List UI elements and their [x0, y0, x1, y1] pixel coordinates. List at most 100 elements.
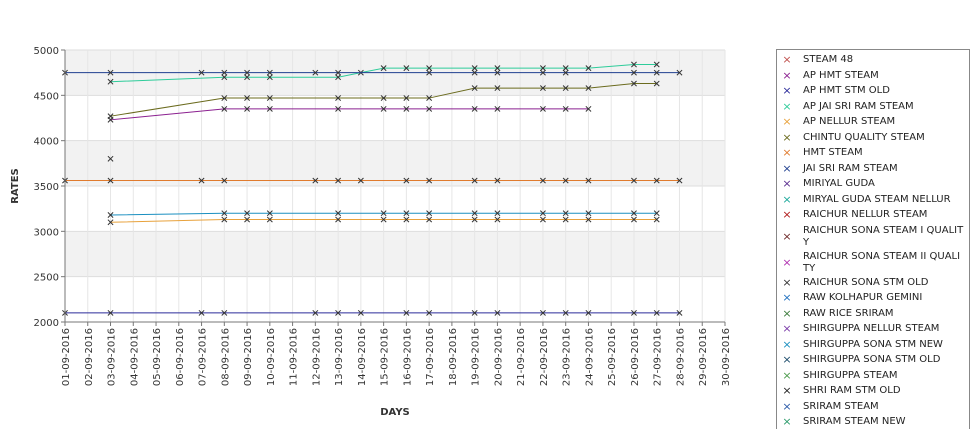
data-point	[585, 85, 592, 92]
data-point	[403, 309, 410, 316]
data-point	[244, 74, 251, 81]
x-tick-label: 27-09-2016	[653, 328, 664, 386]
plot-band	[65, 276, 725, 322]
legend-label: SHIRGUPPA NELLUR STEAM	[803, 323, 940, 334]
legend-marker: ×	[782, 130, 792, 144]
x-tick-label: 22-09-2016	[539, 328, 550, 386]
data-point	[335, 309, 342, 316]
legend-label: RAW KOLHAPUR GEMINI	[803, 292, 923, 303]
legend-marker: ×	[782, 177, 792, 190]
data-point	[244, 105, 251, 112]
legend-label: SRIRAM STEAM NEW	[803, 416, 906, 427]
series-line	[110, 64, 657, 83]
legend-marker: ×	[782, 255, 792, 269]
y-tick-label: 5000	[34, 46, 59, 57]
data-point	[107, 113, 114, 120]
data-point	[471, 177, 478, 184]
x-tick-label: 14-09-2016	[357, 328, 368, 386]
x-tick-label: 17-09-2016	[425, 328, 436, 386]
legend-marker: ×	[782, 353, 792, 366]
data-point	[676, 309, 683, 316]
x-tick-label: 18-09-2016	[448, 328, 459, 386]
legend-marker: ×	[782, 161, 792, 175]
x-tick-label: 30-09-2016	[721, 328, 732, 386]
data-point	[107, 309, 114, 316]
data-point	[221, 177, 228, 184]
data-point	[221, 309, 228, 316]
legend-label: RAW RICE SRIRAM	[803, 307, 894, 319]
y-tick-label: 4000	[34, 137, 59, 148]
data-point	[198, 309, 205, 316]
data-point	[471, 210, 478, 217]
data-point	[221, 216, 228, 223]
legend-marker: ×	[782, 291, 792, 304]
data-point	[653, 216, 660, 223]
x-tick-label: 25-09-2016	[607, 328, 618, 386]
data-point	[335, 210, 342, 217]
data-point	[539, 216, 546, 223]
data-point	[631, 80, 637, 87]
series-group	[62, 177, 683, 184]
x-tick-label: 04-09-2016	[129, 328, 140, 386]
data-point	[653, 210, 660, 217]
x-tick-label: 11-09-2016	[289, 328, 300, 386]
data-point	[357, 309, 364, 316]
legend-label: MIRYAL GUDA STEAM NELLUR	[803, 193, 951, 205]
data-point	[107, 78, 114, 85]
legend-label: SHIRGUPPA SONA STM OLD	[803, 354, 941, 365]
data-point	[471, 105, 478, 112]
plot-band	[65, 231, 725, 277]
data-point	[403, 216, 410, 223]
data-point	[631, 61, 637, 68]
data-point	[653, 177, 660, 184]
data-point	[335, 95, 342, 102]
x-tick-label: 09-09-2016	[243, 328, 254, 386]
y-tick-label: 2000	[34, 318, 59, 329]
data-point	[335, 177, 342, 184]
data-point	[266, 95, 273, 102]
data-point	[107, 212, 114, 218]
data-point	[631, 177, 637, 184]
y-tick-labels: 2000 2500 3000 3500 4000 4500 5000	[34, 46, 65, 329]
legend-marker: ×	[782, 84, 792, 97]
data-point	[426, 210, 433, 217]
data-point	[585, 216, 592, 223]
x-tick-labels: 01-09-2016 02-09-2016 03-09-2016 04-09-2016…	[61, 322, 732, 386]
series-group	[107, 155, 114, 162]
data-point	[380, 210, 387, 217]
y-tick-label: 2500	[34, 273, 59, 284]
data-point	[244, 95, 251, 102]
data-point	[426, 95, 433, 102]
legend-label: STEAM 48	[803, 54, 854, 65]
data-point	[539, 65, 546, 72]
data-point	[585, 177, 592, 184]
data-point	[631, 69, 637, 76]
data-point	[471, 85, 478, 92]
data-point	[539, 309, 546, 316]
data-point	[221, 95, 228, 102]
legend-label: SHIRGUPPA STEAM	[803, 369, 898, 381]
data-point	[539, 69, 546, 76]
data-point	[312, 177, 319, 184]
data-point	[471, 309, 478, 316]
data-point	[562, 69, 569, 76]
data-point	[494, 210, 501, 217]
data-point	[539, 177, 546, 184]
data-point	[631, 216, 637, 223]
x-tick-label: 10-09-2016	[266, 328, 277, 386]
plot-band	[65, 186, 725, 232]
data-point	[380, 65, 387, 72]
data-point	[221, 74, 228, 81]
y-tick-label: 4500	[34, 91, 59, 102]
legend-marker: ×	[782, 208, 792, 221]
x-tick-label: 23-09-2016	[562, 328, 573, 386]
data-point	[107, 219, 114, 226]
legend-marker: ×	[782, 337, 792, 351]
data-point	[631, 309, 637, 316]
series-group	[107, 216, 660, 226]
data-point	[494, 65, 501, 72]
data-point	[653, 69, 660, 76]
data-point	[426, 65, 433, 72]
data-point	[653, 61, 660, 68]
data-point	[266, 69, 273, 76]
